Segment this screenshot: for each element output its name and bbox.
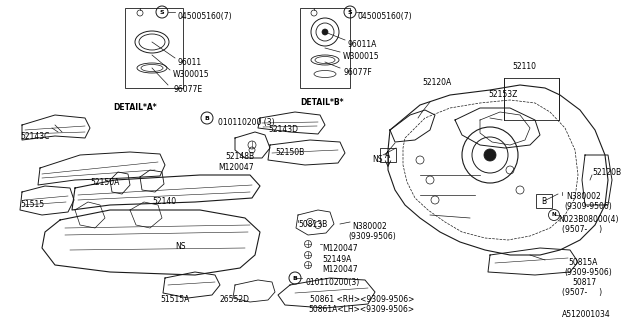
Text: DETAIL*B*: DETAIL*B* xyxy=(300,98,344,107)
Text: B: B xyxy=(292,276,298,281)
Text: 51515: 51515 xyxy=(20,200,44,209)
Text: N: N xyxy=(552,212,556,218)
Bar xyxy=(536,194,552,208)
Text: 52120A: 52120A xyxy=(422,78,451,87)
Text: 50817: 50817 xyxy=(572,278,596,287)
Text: 52120B: 52120B xyxy=(592,168,621,177)
Text: 52143C: 52143C xyxy=(20,132,49,141)
Text: N380002: N380002 xyxy=(352,222,387,231)
Text: W300015: W300015 xyxy=(173,70,210,79)
Text: 010110200(3): 010110200(3) xyxy=(305,278,359,287)
Text: 96077E: 96077E xyxy=(173,85,202,94)
Text: DETAIL*A*: DETAIL*A* xyxy=(113,103,157,112)
Text: NS: NS xyxy=(175,242,186,251)
Text: A: A xyxy=(385,150,390,159)
Bar xyxy=(380,148,396,162)
Text: 52150B: 52150B xyxy=(275,148,304,157)
Text: B: B xyxy=(541,196,547,205)
Text: 045005160(7): 045005160(7) xyxy=(178,12,232,21)
Bar xyxy=(504,78,559,120)
Bar xyxy=(125,8,183,88)
Bar xyxy=(300,8,350,88)
Text: 26552D: 26552D xyxy=(220,295,250,304)
Circle shape xyxy=(322,29,328,35)
Circle shape xyxy=(484,149,496,161)
Text: 52149A: 52149A xyxy=(322,255,351,264)
Text: (9507-     ): (9507- ) xyxy=(562,225,602,234)
Text: 52143D: 52143D xyxy=(268,125,298,134)
Text: 50815A: 50815A xyxy=(568,258,597,267)
Text: M120047: M120047 xyxy=(218,163,253,172)
Text: (9309-9506): (9309-9506) xyxy=(564,202,612,211)
Text: 52153Z: 52153Z xyxy=(488,90,517,99)
Text: 96011A: 96011A xyxy=(348,40,378,49)
Text: 96077F: 96077F xyxy=(343,68,372,77)
Text: M120047: M120047 xyxy=(322,265,358,274)
Text: (9309-9506): (9309-9506) xyxy=(348,232,396,241)
Text: 96011: 96011 xyxy=(178,58,202,67)
Text: S: S xyxy=(160,10,164,14)
Text: 52140: 52140 xyxy=(152,197,176,206)
Text: 52110: 52110 xyxy=(512,62,536,71)
Text: 50861 <RH><9309-9506>: 50861 <RH><9309-9506> xyxy=(310,295,414,304)
Text: W300015: W300015 xyxy=(343,52,380,61)
Text: 51515A: 51515A xyxy=(160,295,189,304)
Text: 52150A: 52150A xyxy=(90,178,120,187)
Text: M120047: M120047 xyxy=(322,244,358,253)
Text: 045005160(7): 045005160(7) xyxy=(358,12,413,21)
Text: N023B08000(4): N023B08000(4) xyxy=(558,215,618,224)
Text: (9507-     ): (9507- ) xyxy=(562,288,602,297)
Text: NS: NS xyxy=(372,155,383,164)
Text: 50813B: 50813B xyxy=(298,220,327,229)
Text: (9309-9506): (9309-9506) xyxy=(564,268,612,277)
Text: 010110200 (3): 010110200 (3) xyxy=(218,118,275,127)
Text: 50861A<LH><9309-9506>: 50861A<LH><9309-9506> xyxy=(308,305,414,314)
Text: N380002: N380002 xyxy=(566,192,601,201)
Text: B: B xyxy=(205,116,209,121)
Text: 52148B: 52148B xyxy=(225,152,254,161)
Text: A512001034: A512001034 xyxy=(562,310,611,319)
Text: S: S xyxy=(348,10,352,14)
